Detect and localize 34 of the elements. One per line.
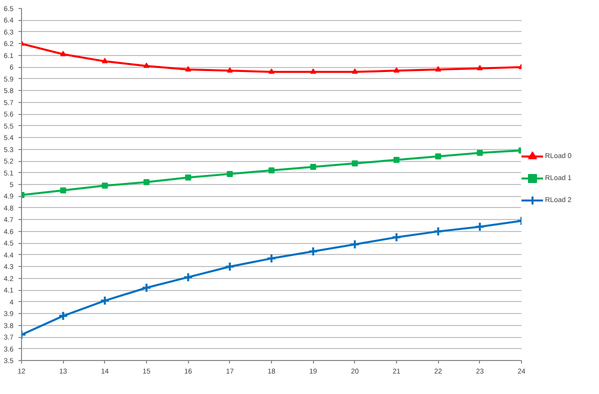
point <box>268 68 274 74</box>
point <box>142 282 152 293</box>
point <box>60 50 66 56</box>
line-series <box>22 147 522 198</box>
point <box>433 226 444 236</box>
point <box>350 239 360 250</box>
point <box>266 253 276 264</box>
point <box>476 64 483 70</box>
point <box>226 170 233 177</box>
point <box>102 182 108 189</box>
point <box>394 67 400 73</box>
point <box>183 272 194 282</box>
point <box>476 150 483 156</box>
point <box>310 164 316 170</box>
point <box>102 58 108 64</box>
point <box>352 68 358 74</box>
point <box>435 153 442 160</box>
point <box>435 66 442 72</box>
point <box>100 296 110 306</box>
point <box>144 179 150 186</box>
point <box>185 66 192 72</box>
point <box>226 67 233 73</box>
point <box>310 68 316 74</box>
point <box>144 62 150 68</box>
point <box>58 310 68 321</box>
point <box>60 187 66 194</box>
point <box>308 246 318 256</box>
point <box>352 160 358 166</box>
point <box>268 167 274 174</box>
point <box>474 222 485 232</box>
point <box>392 232 402 242</box>
point <box>394 156 400 163</box>
point <box>185 174 192 180</box>
point <box>224 262 235 272</box>
